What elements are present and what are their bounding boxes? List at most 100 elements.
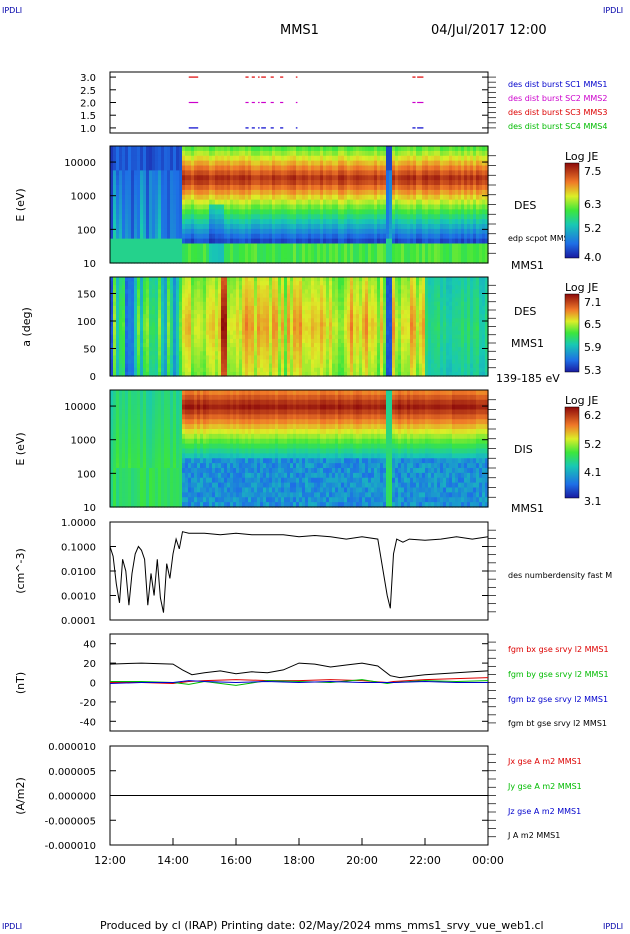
spectrogram-cell — [467, 258, 471, 264]
spectrogram-cell — [263, 305, 267, 311]
spectrogram-cell — [449, 219, 453, 225]
spectrogram-cell — [125, 194, 129, 201]
spectrogram-cell — [125, 170, 129, 176]
spectrogram-cell — [272, 194, 276, 201]
spectrogram-cell — [275, 258, 279, 264]
spectrogram-cell — [272, 289, 276, 295]
spectrogram-cell — [395, 170, 399, 176]
spectrogram-cell — [287, 277, 291, 282]
spectrogram-cell — [170, 185, 174, 191]
spectrogram-cell — [143, 219, 147, 225]
spectrogram-cell — [269, 351, 273, 356]
spectrogram-cell — [206, 326, 210, 332]
spectrogram-cell — [209, 180, 213, 186]
spectrogram-cell — [257, 160, 261, 167]
spectrogram-cell — [266, 248, 270, 254]
spectrogram-cell — [269, 285, 273, 290]
spectrogram-cell — [317, 228, 321, 235]
spectrogram-cell — [407, 243, 411, 249]
spectrogram-cell — [326, 322, 330, 328]
spectrogram-cell — [290, 305, 294, 311]
spectrogram-cell — [200, 281, 204, 286]
spectrogram-cell — [308, 180, 312, 186]
spectrogram-cell — [389, 233, 393, 240]
spectrogram-cell — [119, 343, 123, 348]
spectrogram-cell — [338, 258, 342, 264]
ytick-label: 3.0 — [80, 73, 96, 84]
spectrogram-cell — [311, 310, 315, 315]
spectrogram-cell — [233, 180, 237, 186]
spectrogram-cell — [296, 301, 300, 307]
spectrogram-cell — [140, 367, 144, 373]
spectrogram-cell — [329, 277, 333, 282]
spectrogram-cell — [197, 330, 201, 336]
spectrogram-cell — [200, 305, 204, 311]
spectrogram-cell — [182, 165, 186, 171]
spectrogram-cell — [245, 343, 249, 348]
spectrogram-cell — [110, 180, 114, 186]
spectrogram-cell — [155, 209, 159, 215]
spectrogram-cell — [452, 233, 456, 240]
spectrogram-cell — [371, 219, 375, 225]
spectrogram-cell — [266, 359, 270, 365]
spectrogram-cell — [146, 371, 150, 377]
spectrogram-cell — [299, 146, 303, 152]
spectrogram-cell — [383, 224, 387, 230]
spectrogram-cell — [320, 253, 324, 259]
spectrogram-cell — [257, 204, 261, 210]
spectrogram-cell — [137, 338, 141, 344]
spectrogram-cell — [317, 359, 321, 365]
spectrogram-cell — [131, 228, 135, 235]
spectrogram-cell — [305, 165, 309, 171]
spectrogram-cell — [239, 334, 243, 340]
spectrogram-cell — [311, 228, 315, 235]
spectrogram-cell — [257, 363, 261, 369]
spectrogram-cell — [143, 322, 147, 328]
spectrogram-cell — [245, 310, 249, 315]
spectrogram-cell — [233, 248, 237, 254]
spectrogram-cell — [218, 248, 222, 254]
spectrogram-cell — [221, 258, 225, 264]
spectrogram-cell — [200, 355, 204, 361]
spectrogram-cell — [452, 155, 456, 162]
spectrogram-cell — [221, 351, 225, 356]
spectrogram-cell — [305, 314, 309, 319]
spectrogram-cell — [170, 194, 174, 201]
spectrogram-cell — [125, 334, 129, 340]
spectrogram-cell — [149, 305, 153, 311]
spectrogram-cell — [347, 258, 351, 264]
spectrogram-cell — [299, 194, 303, 201]
spectrogram-cell — [341, 165, 345, 171]
spectrogram-cell — [182, 297, 186, 303]
spectrogram-cell — [140, 330, 144, 336]
spectrogram-cell — [266, 301, 270, 307]
spectrogram-cell — [257, 318, 261, 323]
spectrogram-cell — [137, 297, 141, 303]
spectrogram-cell — [335, 170, 339, 176]
spectrogram-cell — [146, 185, 150, 191]
spectrogram-cell — [296, 338, 300, 344]
spectrogram-cell — [257, 277, 261, 282]
spectrogram-cell — [194, 204, 198, 210]
spectrogram-cell — [251, 293, 255, 299]
spectrogram-cell — [305, 258, 309, 264]
spectrogram-cell — [317, 204, 321, 210]
spectrogram-cell — [293, 243, 297, 249]
spectrogram-cell — [257, 155, 261, 162]
spectrogram-cell — [299, 293, 303, 299]
spectrogram-cell — [428, 243, 432, 249]
spectrogram-cell — [479, 199, 483, 206]
ytick-label: 10000 — [64, 158, 96, 169]
spectrogram-cell — [452, 219, 456, 225]
spectrogram-cell — [155, 170, 159, 176]
spectrogram-cell — [314, 243, 318, 249]
spectrogram-cell — [389, 238, 393, 245]
spectrogram-cell — [392, 228, 396, 235]
spectrogram-cell — [188, 281, 192, 286]
spectrogram-cell — [227, 305, 231, 311]
spectrogram-cell — [251, 258, 255, 264]
spectrogram-cell — [164, 351, 168, 356]
spectrogram-cell — [257, 258, 261, 264]
spectrogram-cell — [455, 175, 459, 181]
spectrogram-cell — [311, 334, 315, 340]
